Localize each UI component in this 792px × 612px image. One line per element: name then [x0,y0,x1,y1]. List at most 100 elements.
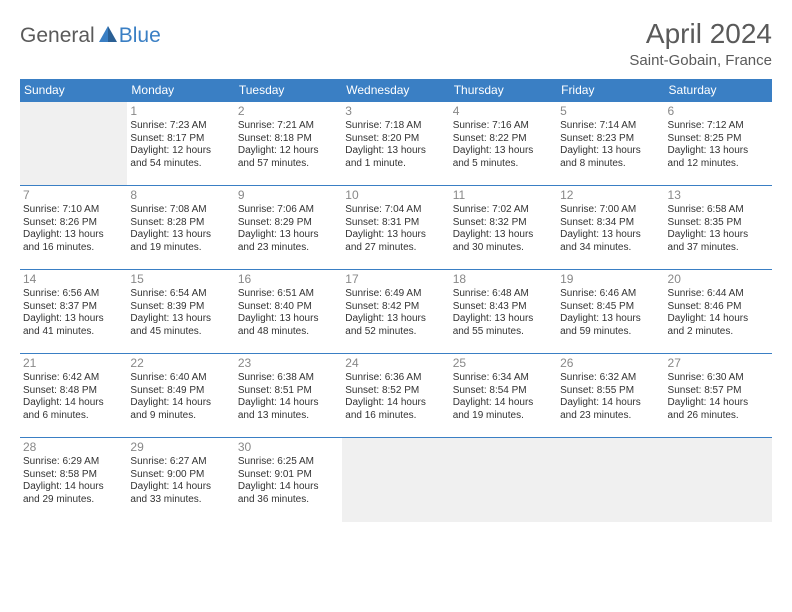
cell-text: Sunset: 8:32 PM [453,217,554,230]
day-number: 12 [560,188,661,203]
day-cell: 23Sunrise: 6:38 AMSunset: 8:51 PMDayligh… [235,354,342,438]
cell-text: Sunrise: 6:42 AM [23,372,124,385]
day-cell [557,438,664,522]
day-cell: 1Sunrise: 7:23 AMSunset: 8:17 PMDaylight… [127,102,234,186]
day-number: 25 [453,356,554,371]
cell-text: and 29 minutes. [23,494,124,507]
cell-text: Sunset: 8:23 PM [560,133,661,146]
day-number: 27 [668,356,769,371]
cell-text: Daylight: 14 hours [560,397,661,410]
cell-text: Daylight: 14 hours [668,313,769,326]
day-cell: 13Sunrise: 6:58 AMSunset: 8:35 PMDayligh… [665,186,772,270]
cell-text: and 23 minutes. [238,242,339,255]
day-cell: 30Sunrise: 6:25 AMSunset: 9:01 PMDayligh… [235,438,342,522]
location: Saint-Gobain, France [629,52,772,69]
cell-text: Sunrise: 6:56 AM [23,288,124,301]
calendar-table: SundayMondayTuesdayWednesdayThursdayFrid… [20,79,772,522]
day-number: 16 [238,272,339,287]
cell-text: Sunrise: 7:21 AM [238,120,339,133]
day-header: Sunday [20,79,127,102]
day-cell: 25Sunrise: 6:34 AMSunset: 8:54 PMDayligh… [450,354,557,438]
cell-text: Sunrise: 6:38 AM [238,372,339,385]
cell-text: Sunset: 8:45 PM [560,301,661,314]
day-number: 23 [238,356,339,371]
cell-text: Sunrise: 7:18 AM [345,120,446,133]
day-cell: 14Sunrise: 6:56 AMSunset: 8:37 PMDayligh… [20,270,127,354]
day-number: 1 [130,104,231,119]
day-header-row: SundayMondayTuesdayWednesdayThursdayFrid… [20,79,772,102]
cell-text: Daylight: 14 hours [238,397,339,410]
cell-text: Sunrise: 6:25 AM [238,456,339,469]
title-block: April 2024 Saint-Gobain, France [629,18,772,69]
day-cell: 19Sunrise: 6:46 AMSunset: 8:45 PMDayligh… [557,270,664,354]
cell-text: Daylight: 13 hours [130,313,231,326]
cell-text: and 13 minutes. [238,410,339,423]
week-row: 7Sunrise: 7:10 AMSunset: 8:26 PMDaylight… [20,186,772,270]
cell-text: Daylight: 13 hours [453,313,554,326]
cell-text: Sunset: 8:20 PM [345,133,446,146]
cell-text: and 34 minutes. [560,242,661,255]
day-cell: 27Sunrise: 6:30 AMSunset: 8:57 PMDayligh… [665,354,772,438]
cell-text: Sunset: 8:48 PM [23,385,124,398]
cell-text: Daylight: 13 hours [238,313,339,326]
cell-text: and 6 minutes. [23,410,124,423]
day-cell [665,438,772,522]
cell-text: Daylight: 13 hours [668,229,769,242]
week-row: 1Sunrise: 7:23 AMSunset: 8:17 PMDaylight… [20,102,772,186]
cell-text: and 12 minutes. [668,158,769,171]
cell-text: Sunset: 8:26 PM [23,217,124,230]
header: General Blue April 2024 Saint-Gobain, Fr… [20,18,772,69]
cell-text: Daylight: 13 hours [23,229,124,242]
cell-text: Sunset: 8:51 PM [238,385,339,398]
cell-text: and 19 minutes. [130,242,231,255]
cell-text: Sunset: 8:18 PM [238,133,339,146]
day-number: 28 [23,440,124,455]
cell-text: Sunrise: 7:14 AM [560,120,661,133]
cell-text: Sunset: 8:55 PM [560,385,661,398]
day-cell: 5Sunrise: 7:14 AMSunset: 8:23 PMDaylight… [557,102,664,186]
cell-text: and 36 minutes. [238,494,339,507]
day-cell [342,438,449,522]
day-cell: 9Sunrise: 7:06 AMSunset: 8:29 PMDaylight… [235,186,342,270]
cell-text: Sunset: 8:46 PM [668,301,769,314]
cell-text: Daylight: 14 hours [130,481,231,494]
cell-text: Daylight: 13 hours [130,229,231,242]
day-cell: 21Sunrise: 6:42 AMSunset: 8:48 PMDayligh… [20,354,127,438]
day-cell: 24Sunrise: 6:36 AMSunset: 8:52 PMDayligh… [342,354,449,438]
cell-text: Sunset: 8:25 PM [668,133,769,146]
cell-text: and 54 minutes. [130,158,231,171]
cell-text: and 37 minutes. [668,242,769,255]
day-number: 18 [453,272,554,287]
day-number: 17 [345,272,446,287]
cell-text: Daylight: 13 hours [345,145,446,158]
day-header: Thursday [450,79,557,102]
day-number: 22 [130,356,231,371]
cell-text: Sunset: 8:52 PM [345,385,446,398]
cell-text: Daylight: 13 hours [560,313,661,326]
cell-text: Sunset: 8:42 PM [345,301,446,314]
cell-text: Sunset: 8:58 PM [23,469,124,482]
day-cell: 4Sunrise: 7:16 AMSunset: 8:22 PMDaylight… [450,102,557,186]
day-number: 26 [560,356,661,371]
day-number: 14 [23,272,124,287]
logo: General Blue [20,24,161,48]
cell-text: Daylight: 13 hours [345,313,446,326]
cell-text: Sunrise: 7:12 AM [668,120,769,133]
day-number: 24 [345,356,446,371]
cell-text: Sunrise: 7:08 AM [130,204,231,217]
cell-text: Sunrise: 6:49 AM [345,288,446,301]
cell-text: Sunset: 8:31 PM [345,217,446,230]
week-row: 21Sunrise: 6:42 AMSunset: 8:48 PMDayligh… [20,354,772,438]
cell-text: Sunset: 8:49 PM [130,385,231,398]
day-number: 19 [560,272,661,287]
day-cell: 20Sunrise: 6:44 AMSunset: 8:46 PMDayligh… [665,270,772,354]
day-cell: 15Sunrise: 6:54 AMSunset: 8:39 PMDayligh… [127,270,234,354]
day-cell: 29Sunrise: 6:27 AMSunset: 9:00 PMDayligh… [127,438,234,522]
cell-text: Daylight: 12 hours [238,145,339,158]
cell-text: Sunrise: 6:40 AM [130,372,231,385]
day-number: 3 [345,104,446,119]
cell-text: Sunrise: 7:23 AM [130,120,231,133]
day-header: Friday [557,79,664,102]
cell-text: and 26 minutes. [668,410,769,423]
day-header: Saturday [665,79,772,102]
